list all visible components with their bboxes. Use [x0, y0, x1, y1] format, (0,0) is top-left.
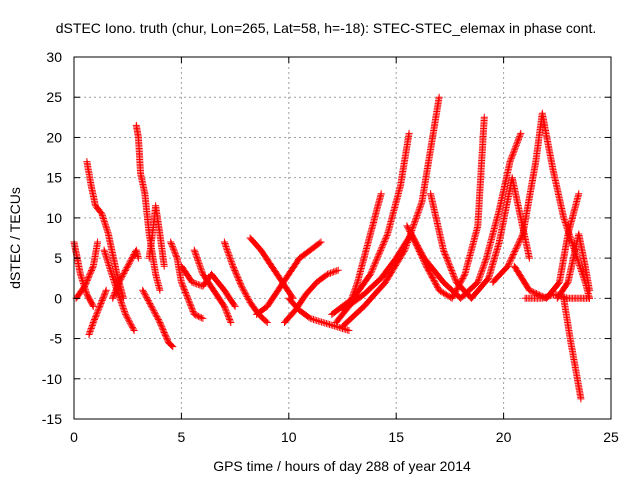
satellite-series-5: [109, 246, 142, 302]
x-tick-label: 20: [496, 429, 512, 445]
data-series: [70, 93, 593, 403]
y-tick-label: -10: [42, 371, 62, 387]
plot-frame: [73, 56, 612, 420]
x-tick-label: 25: [603, 429, 619, 445]
y-tick-label: 30: [46, 49, 62, 65]
satellite-series-11: [190, 246, 235, 326]
y-tick-label: 10: [46, 210, 62, 226]
satellite-series-23: [489, 109, 593, 302]
satellite-series-14: [253, 238, 325, 318]
y-tick-label: 0: [54, 290, 62, 306]
y-tick-label: 5: [54, 250, 62, 266]
axis-ticks: 0 5 10 15 20 25 -15 -10 -5 0 5 10 15 20 25 30: [42, 49, 619, 445]
satellite-series-24: [510, 190, 583, 302]
y-tick-label: -5: [50, 331, 63, 347]
satellite-series-15: [281, 266, 342, 326]
satellite-series-25: [521, 290, 593, 302]
grid-lines: [74, 57, 611, 419]
satellite-series-7: [145, 202, 168, 270]
chart-title: dSTEC Iono. truth (chur, Lon=265, Lat=58…: [56, 20, 596, 36]
satellite-series-8: [139, 286, 177, 351]
satellite-series-21: [403, 129, 525, 302]
x-tick-label: 5: [178, 429, 186, 445]
x-tick-label: 15: [388, 429, 404, 445]
satellite-series-26: [560, 294, 585, 403]
y-axis-label: dSTEC / TECUs: [7, 187, 23, 289]
satellite-series-27: [553, 230, 593, 302]
y-tick-label: 25: [46, 89, 62, 105]
x-axis-label: GPS time / hours of day 288 of year 2014: [213, 458, 471, 474]
y-tick-label: 15: [46, 170, 62, 186]
y-tick-label: -15: [42, 411, 62, 427]
satellite-series-3: [85, 286, 110, 338]
x-tick-label: 10: [281, 429, 297, 445]
satellite-series-12: [220, 238, 271, 326]
x-tick-label: 0: [70, 429, 78, 445]
y-tick-label: 20: [46, 129, 62, 145]
satellite-series-9: [167, 238, 207, 322]
satellite-series-18: [328, 129, 413, 318]
